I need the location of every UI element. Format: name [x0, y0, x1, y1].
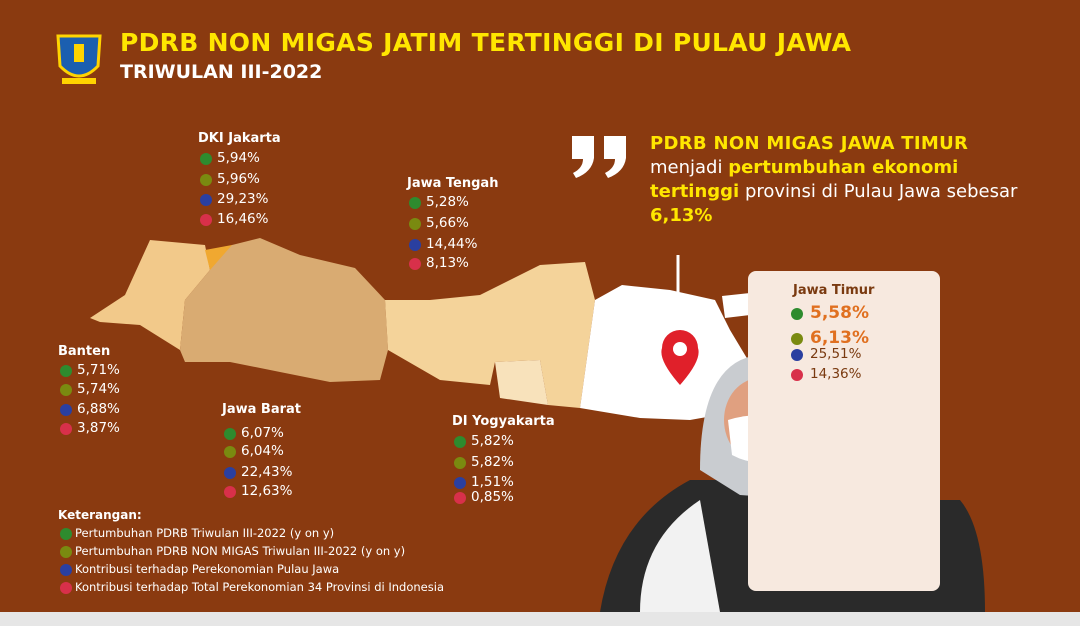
- province-value: 5,82%: [471, 454, 514, 470]
- province-value: 5,58%: [810, 303, 869, 323]
- quote-highlight: 6,13%: [650, 205, 713, 226]
- province-value: 6,88%: [77, 401, 120, 417]
- infographic: PDRB NON MIGAS JATIM TERTINGGI DI PULAU …: [0, 0, 1080, 612]
- province-value: 14,36%: [810, 366, 862, 382]
- province-value: 12,63%: [241, 483, 293, 499]
- icon: [200, 174, 212, 186]
- legend-item: Pertumbuhan PDRB NON MIGAS Triwulan III-…: [75, 544, 406, 558]
- province-value: 6,13%: [810, 328, 869, 348]
- province-name: Jawa Tengah: [407, 176, 499, 191]
- icon: [60, 365, 72, 377]
- legend-title: Keterangan:: [58, 508, 142, 522]
- province-value: 5,94%: [217, 150, 260, 166]
- province-name: DI Yogyakarta: [452, 414, 555, 429]
- icon: [454, 436, 466, 448]
- icon: [454, 477, 466, 489]
- province-name: Banten: [58, 344, 111, 359]
- province-value: 0,85%: [471, 489, 514, 505]
- icon: [409, 197, 421, 209]
- quote: PDRB NON MIGAS JAWA TIMUR menjadi pertum…: [650, 132, 1030, 228]
- icon: [791, 308, 803, 320]
- icon: [60, 423, 72, 435]
- legend-item: Kontribusi terhadap Perekonomian Pulau J…: [75, 562, 340, 576]
- jatim-panel: [748, 271, 940, 591]
- icon: [224, 467, 236, 479]
- icon: [224, 446, 236, 458]
- quote-mark: [572, 136, 626, 178]
- quote-text: provinsi di Pulau Jawa sebesar: [744, 181, 1018, 202]
- province-value: 29,23%: [217, 191, 269, 207]
- logo: [56, 34, 102, 84]
- icon: [60, 384, 72, 396]
- icon: [60, 546, 72, 558]
- icon: [224, 486, 236, 498]
- icon: [224, 428, 236, 440]
- subtitle: TRIWULAN III-2022: [120, 61, 323, 83]
- icon: [200, 153, 212, 165]
- province-value: 8,13%: [426, 255, 469, 271]
- quote-text: menjadi: [650, 157, 723, 178]
- icon: [60, 564, 72, 576]
- province-value: 14,44%: [426, 236, 478, 252]
- province-name: Jawa Timur: [793, 283, 875, 298]
- province-value: 5,96%: [217, 171, 260, 187]
- quote-highlight: pertumbuhan ekonomi tertinggi: [650, 157, 959, 202]
- icon: [409, 218, 421, 230]
- province-value: 5,28%: [426, 194, 469, 210]
- province-value: 16,46%: [217, 211, 269, 227]
- legend-item: Pertumbuhan PDRB Triwulan III-2022 (y on…: [75, 526, 335, 540]
- icon: [60, 528, 72, 540]
- icon: [791, 369, 803, 381]
- icon: [791, 349, 803, 361]
- province-value: 22,43%: [241, 464, 293, 480]
- icon: [60, 582, 72, 594]
- icon: [791, 333, 803, 345]
- icon: [200, 194, 212, 206]
- province-value: 5,82%: [471, 433, 514, 449]
- province-name: DKI Jakarta: [198, 131, 281, 146]
- province-value: 1,51%: [471, 474, 514, 490]
- java-map: [90, 238, 750, 420]
- icon: [409, 258, 421, 270]
- province-value: 5,66%: [426, 215, 469, 231]
- icon: [454, 457, 466, 469]
- icon: [454, 492, 466, 504]
- province-value: 5,71%: [77, 362, 120, 378]
- province-value: 6,07%: [241, 425, 284, 441]
- province-value: 25,51%: [810, 346, 862, 362]
- icon: [200, 214, 212, 226]
- title: PDRB NON MIGAS JATIM TERTINGGI DI PULAU …: [120, 28, 852, 57]
- icon: [409, 239, 421, 251]
- province-value: 3,87%: [77, 420, 120, 436]
- province-value: 6,04%: [241, 443, 284, 459]
- province-value: 5,74%: [77, 381, 120, 397]
- legend-item: Kontribusi terhadap Total Perekonomian 3…: [75, 580, 444, 594]
- icon: [60, 404, 72, 416]
- province-name: Jawa Barat: [222, 402, 301, 417]
- quote-title: PDRB NON MIGAS JAWA TIMUR: [650, 133, 969, 154]
